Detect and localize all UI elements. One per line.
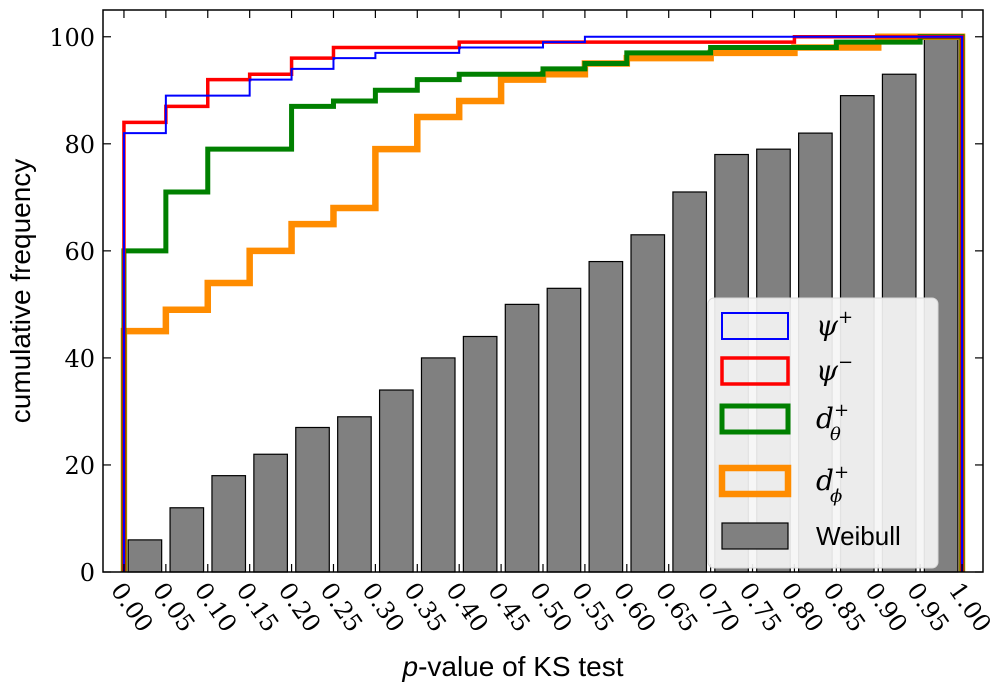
legend-superscript: +: [838, 307, 853, 328]
legend-symbol: d: [816, 464, 834, 497]
x-tick-label: 0.15: [231, 577, 285, 637]
x-tick-label: 0.40: [440, 577, 494, 637]
legend-label-psi-plus: ψ+: [816, 307, 853, 342]
x-tick-label: 0.00: [105, 577, 159, 637]
legend-symbol: d: [816, 402, 834, 435]
legend-subscript: ϕ: [830, 486, 842, 507]
legend-label-d-theta-plus: d+ θ: [816, 400, 849, 445]
x-tick-label: 0.10: [189, 577, 243, 637]
x-tick-label: 0.70: [692, 577, 746, 637]
legend-superscript: −: [838, 352, 853, 373]
legend-swatch-weibull: [721, 522, 789, 550]
legend-subscript: θ: [830, 424, 841, 445]
y-tick-label: 60: [64, 238, 95, 266]
y-tick-label: 100: [49, 24, 95, 52]
weibull-bar: [588, 260, 624, 573]
weibull-bar: [546, 287, 582, 573]
legend-label-psi-minus: ψ−: [816, 352, 853, 387]
x-tick-label: 0.05: [147, 577, 201, 637]
x-tick-label: 0.55: [566, 577, 620, 637]
legend-label-d-phi-plus: d+ ϕ: [816, 462, 849, 507]
weibull-bar: [337, 416, 372, 573]
legend-box: [707, 297, 939, 569]
x-tick-label: 0.80: [776, 577, 830, 637]
weibull-bar: [169, 507, 205, 573]
y-tick-label: 80: [64, 131, 95, 159]
psi-plus-line: [122, 35, 964, 572]
x-tick-label: 0.75: [734, 577, 788, 637]
weibull-bar: [378, 389, 414, 573]
weibull-bar: [672, 191, 708, 573]
x-tick-label: 1.00: [943, 577, 993, 637]
weibull-bar: [211, 475, 247, 573]
legend-swatch-psi-minus: [720, 356, 790, 386]
legend-symbol: ψ: [816, 309, 839, 342]
legend-symbol: ψ: [816, 354, 839, 387]
weibull-bar: [630, 234, 666, 573]
x-tick-label: 0.50: [524, 577, 578, 637]
x-tick-label: 0.20: [273, 577, 327, 637]
weibull-bar: [462, 335, 498, 573]
y-axis-label: cumulative frequency: [5, 159, 36, 424]
x-axis-label-italic: p: [401, 651, 418, 682]
x-axis-label: p-value of KS test: [401, 651, 623, 682]
x-tick-label: 0.65: [650, 577, 704, 637]
x-tick-label: 0.35: [398, 577, 452, 637]
x-tick-label: 0.45: [482, 577, 536, 637]
x-tick-label: 0.95: [901, 577, 955, 637]
legend-swatch-d-phi-plus: [718, 464, 792, 498]
y-tick-label: 0: [80, 559, 95, 587]
x-axis-label-rest: -value of KS test: [418, 651, 624, 682]
y-tick-label: 20: [64, 452, 95, 480]
legend-swatch-d-theta-plus: [719, 403, 791, 435]
weibull-bar: [127, 539, 163, 573]
legend-label-weibull: Weibull: [816, 521, 901, 551]
x-tick-label: 0.60: [608, 577, 662, 637]
y-tick-label: 40: [64, 345, 95, 373]
x-tick-label: 0.25: [315, 577, 369, 637]
legend-superscript: +: [834, 400, 849, 421]
d-theta-plus-line: [121, 34, 965, 572]
weibull-bar: [504, 303, 540, 573]
legend-swatch-psi-plus: [721, 312, 789, 340]
x-tick-label: 0.30: [356, 577, 410, 637]
weibull-bar: [253, 453, 288, 573]
weibull-bar: [295, 426, 330, 573]
cumulative-step-lines: [120, 33, 966, 572]
x-tick-label: 0.90: [859, 577, 913, 637]
x-tick-label: 0.85: [817, 577, 871, 637]
weibull-bar: [420, 357, 456, 573]
legend-superscript: +: [834, 462, 849, 483]
